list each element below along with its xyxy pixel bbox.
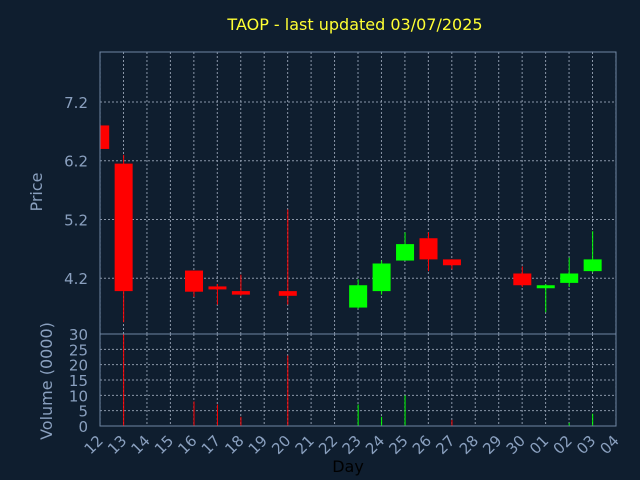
candle-body-24: [372, 263, 391, 292]
x-tick-label: 15: [151, 432, 177, 458]
volume-tick-label: 0: [78, 418, 88, 436]
candle-body-16: [185, 270, 203, 292]
x-tick-label: 27: [432, 432, 458, 458]
candle-body-20: [278, 291, 297, 296]
x-tick-label: 21: [292, 432, 318, 458]
candle-body-12: [100, 125, 110, 149]
x-tick-label: 18: [221, 432, 247, 458]
price-tick-label: 5.2: [64, 211, 88, 229]
volume-tick-label: 25: [69, 341, 88, 359]
x-tick-label: 28: [456, 432, 482, 458]
volume-tick-label: 30: [69, 326, 88, 344]
x-tick-label: 29: [479, 432, 505, 458]
x-tick-label: 23: [339, 432, 365, 458]
price-tick-label: 7.2: [64, 94, 88, 112]
x-tick-label: 02: [550, 432, 576, 458]
price-grid: [99, 52, 617, 334]
x-tick-label: 26: [409, 432, 435, 458]
x-tick-label: 19: [245, 432, 271, 458]
price-tick-label: 4.2: [64, 270, 88, 288]
x-tick-label: 13: [104, 432, 130, 458]
candle-body-02: [560, 273, 579, 283]
candle-body-27: [442, 259, 461, 266]
x-tick-label: 01: [526, 432, 552, 458]
x-tick-label: 30: [503, 432, 529, 458]
x-tick-label: 03: [573, 432, 599, 458]
x-ticks: 1213141516171819202122232425262728293001…: [81, 432, 623, 458]
candle-body-26: [419, 238, 438, 260]
candles: [99, 125, 602, 323]
x-tick-label: 24: [362, 432, 388, 458]
chart-title: TAOP - last updated 03/07/2025: [226, 15, 482, 34]
volume-frame: [99, 333, 617, 427]
price-y-ticks: 4.2 5.2 6.2 7.2: [64, 94, 88, 288]
candle-body-25: [396, 244, 415, 261]
candle-body-17: [208, 286, 227, 290]
volume-tick-label: 5: [78, 403, 88, 421]
volume-bars: [123, 334, 594, 426]
x-tick-label: 14: [127, 432, 153, 458]
x-axis-label: Day: [332, 457, 364, 476]
candle-body-18: [231, 291, 250, 295]
volume-tick-label: 15: [69, 372, 88, 390]
candle-body-30: [513, 273, 532, 286]
x-tick-label: 25: [385, 432, 411, 458]
candle-body-01: [536, 285, 555, 289]
price-axis-label: Price: [27, 172, 46, 211]
volume-tick-label: 10: [69, 387, 88, 405]
x-tick-label: 17: [198, 432, 224, 458]
x-tick-label: 22: [315, 432, 341, 458]
candle-body-23: [349, 285, 368, 308]
x-tick-label: 04: [596, 432, 622, 458]
volume-axis-label: Volume (0000): [37, 322, 56, 440]
volume-tick-label: 20: [69, 357, 88, 375]
x-tick-label: 20: [268, 432, 294, 458]
price-tick-label: 6.2: [64, 153, 88, 171]
candle-body-13: [114, 163, 133, 292]
x-tick-label: 16: [174, 432, 200, 458]
candle-body-03: [583, 259, 602, 272]
